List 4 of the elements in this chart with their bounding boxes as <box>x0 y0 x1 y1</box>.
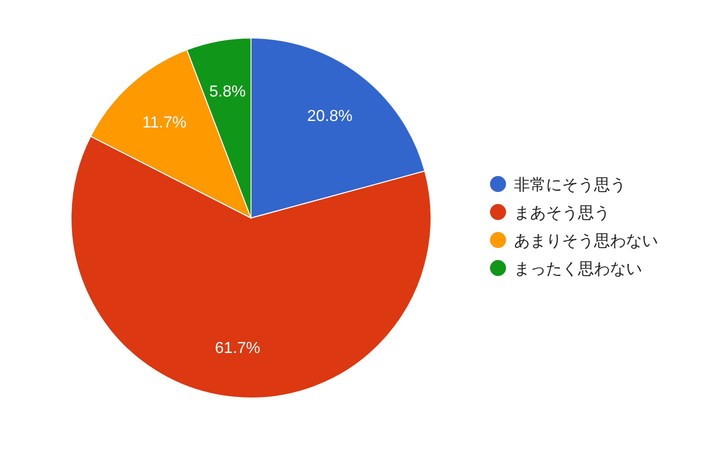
legend-label: まあそう思う <box>514 205 610 222</box>
legend-label: あまりそう思わない <box>514 233 658 250</box>
legend-label: まったく思わない <box>514 261 642 278</box>
legend-label: 非常にそう思う <box>514 176 626 194</box>
